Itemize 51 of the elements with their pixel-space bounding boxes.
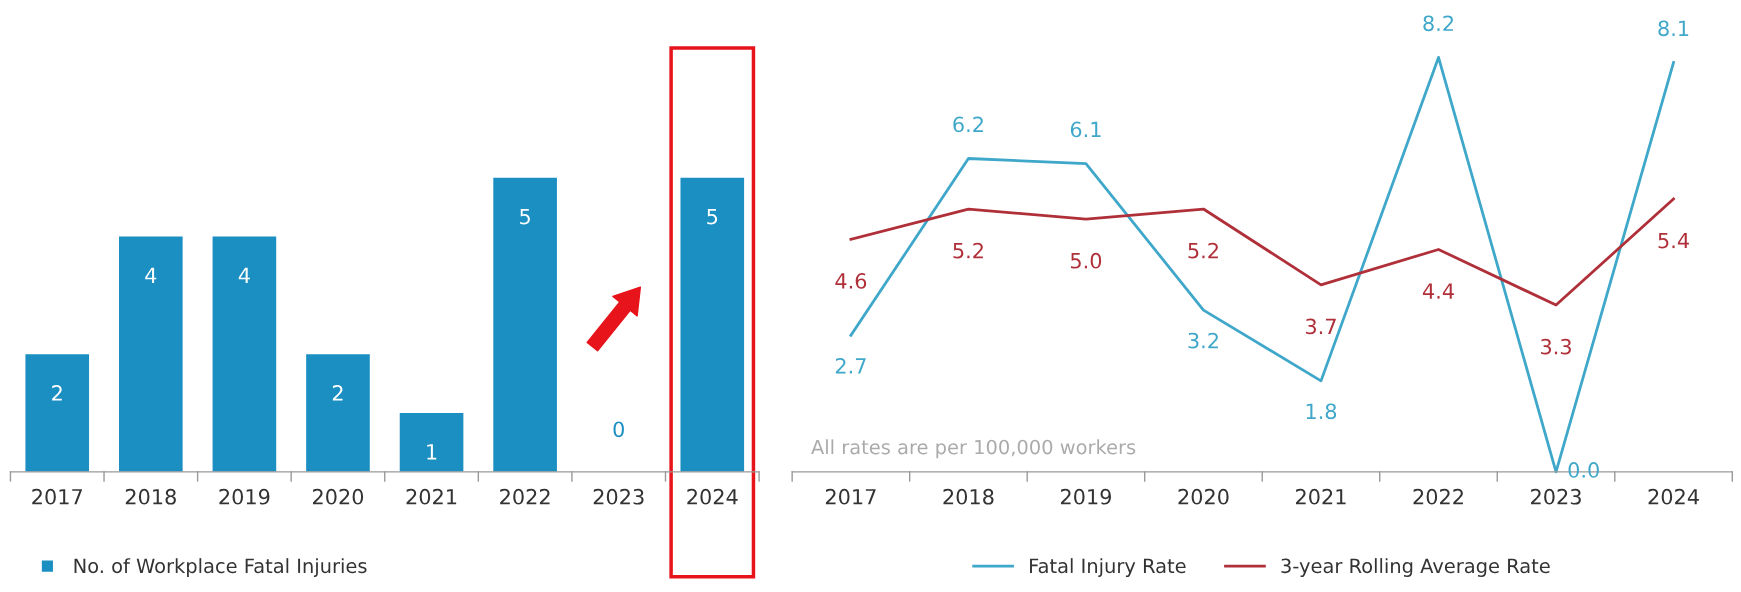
x-tick-label: 2018 — [943, 488, 994, 505]
x-tick-label: 2024 — [1648, 488, 1699, 505]
legend-label: Fatal Injury Rate — [1030, 558, 1186, 577]
x-tick-label: 2019 — [1060, 488, 1111, 505]
data-label: 5 — [520, 208, 530, 225]
bar — [25, 354, 90, 472]
x-tick-label: 2017 — [32, 488, 82, 505]
data-label: 4.6 — [835, 273, 867, 289]
data-label: 3.3 — [1541, 338, 1571, 355]
bar — [212, 236, 277, 472]
x-tick-label: 2023 — [593, 488, 644, 505]
x-tick-label: 2018 — [125, 488, 176, 505]
data-label: 2 — [332, 385, 343, 401]
bar — [306, 354, 370, 472]
data-label: 5.0 — [1070, 252, 1102, 269]
data-label: 5 — [707, 208, 718, 225]
bar — [119, 236, 183, 472]
x-tick-label: 2023 — [1531, 488, 1581, 505]
data-label: 0 — [613, 421, 624, 438]
x-tick-label: 2022 — [500, 488, 550, 505]
bar — [399, 413, 464, 472]
data-label: 4 — [145, 267, 157, 283]
x-tick-label: 2019 — [219, 488, 270, 505]
data-label: 3.2 — [1188, 332, 1218, 349]
data-label: 2 — [52, 385, 62, 401]
x-tick-label: 2021 — [1296, 488, 1346, 505]
data-label: 5.2 — [1188, 242, 1218, 259]
data-label: 8.2 — [1423, 15, 1453, 32]
bar — [493, 177, 557, 472]
data-label: 2.7 — [835, 357, 866, 374]
data-label: 5.2 — [953, 242, 983, 259]
data-label: 6.1 — [1070, 121, 1101, 138]
x-tick-label: 2024 — [687, 488, 738, 505]
x-tick-label: 2020 — [312, 488, 364, 505]
data-label: 3.7 — [1306, 318, 1336, 335]
data-label: 4.4 — [1422, 283, 1454, 299]
x-tick-label: 2021 — [406, 488, 457, 505]
bar — [680, 177, 745, 472]
data-label: 0.0 — [1568, 462, 1599, 478]
data-label: 6.2 — [953, 116, 983, 133]
annotation: All rates are per 100,000 workers — [811, 439, 1136, 459]
data-label: 8.1 — [1658, 20, 1689, 37]
x-tick-label: 2017 — [825, 488, 876, 505]
x-tick-label: 2022 — [1413, 488, 1463, 505]
data-label: 5.4 — [1658, 232, 1689, 249]
data-label: 4 — [238, 267, 250, 283]
data-label: 1 — [427, 444, 437, 460]
x-tick-label: 2020 — [1178, 488, 1229, 505]
legend-label: 3-year Rolling Average Rate — [1281, 558, 1550, 577]
legend-label: No. of Workplace Fatal Injuries — [74, 558, 367, 577]
data-label: 1.8 — [1306, 403, 1337, 420]
